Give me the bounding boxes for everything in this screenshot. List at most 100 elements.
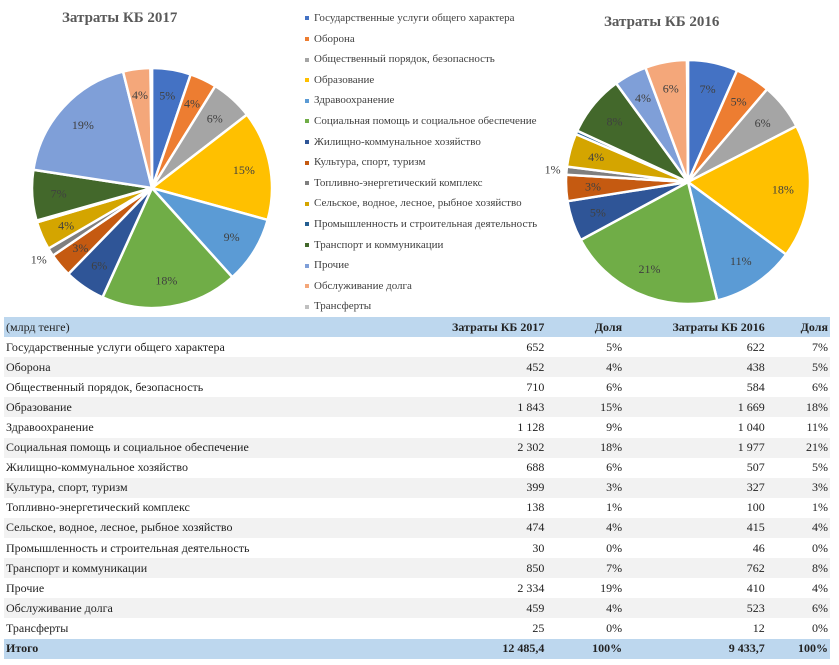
data-label: 7%: [700, 82, 716, 96]
table-row: Топливно-энергетический комплекс 138 1% 100…: [4, 498, 830, 518]
pie-slice: [685, 58, 690, 183]
cell: 399: [413, 477, 547, 498]
legend-label: Прочие: [314, 259, 349, 272]
legend-marker: [305, 57, 309, 62]
legend-item: Государственные услуги общего характера: [305, 10, 537, 31]
data-label: 4%: [588, 150, 604, 164]
cell: 12 485,4: [413, 638, 547, 659]
pie-slice: [685, 178, 788, 302]
table-row: Образование 1 843 15% 1 669 18%: [4, 397, 830, 418]
table-row: Культура, спорт, туризм 399 3% 327 3%: [4, 477, 830, 498]
cell: 100%: [546, 638, 625, 659]
cell: 46: [752, 540, 765, 555]
cell: 6%: [812, 379, 828, 394]
table-row: Оборона 452 4% 438 5%: [4, 357, 830, 378]
row-label: Жилищно-коммунальное хозяйство: [6, 460, 189, 475]
table-row: Здравоохранение 1 128 9% 1 040 11%: [4, 417, 830, 437]
row-label: Общественный порядок, безопасность: [6, 379, 204, 394]
cell: Доля: [546, 317, 625, 338]
data-label: 6%: [91, 258, 107, 272]
legend-marker: [305, 181, 309, 186]
row-label: Обслуживание долга: [4, 598, 414, 619]
cell: 1 977: [624, 437, 767, 458]
cell: 1%: [606, 500, 623, 515]
data-label: 1%: [545, 162, 561, 176]
data-label: 9%: [224, 230, 240, 244]
table-row: Промышленность и строительная деятельнос…: [4, 538, 830, 558]
row-label: Прочие: [6, 580, 45, 595]
table-row: Сельское, водное, лесное, рыбное хозяйст…: [4, 517, 830, 539]
row-label: Промышленность и строительная деятельнос…: [6, 540, 250, 555]
data-label: 4%: [635, 91, 651, 105]
data-label: 5%: [590, 206, 606, 220]
legend-item: Оборона: [305, 31, 537, 52]
cell: 1%: [812, 500, 828, 515]
data-label: 6%: [755, 116, 771, 130]
legend: Государственные услуги общего характера О…: [305, 10, 537, 319]
cell: 3%: [766, 477, 830, 498]
cell: 7%: [546, 558, 625, 579]
cell: 3%: [546, 477, 625, 498]
cell: 652: [526, 339, 545, 354]
data-label: 5%: [159, 89, 175, 103]
data-label: 18%: [155, 273, 177, 287]
table-row: Прочие 2 334 19% 410 4%: [4, 578, 830, 598]
legend-marker: [305, 78, 309, 83]
pie-slice: [578, 180, 719, 306]
legend-label: Жилищно-коммунальное хозяйство: [314, 135, 481, 148]
cell: 4%: [766, 517, 830, 539]
cell: 4%: [546, 357, 625, 378]
chart-title-2017: Затраты КБ 2017: [62, 10, 178, 26]
cell: 4%: [546, 598, 625, 619]
legend-marker: [305, 160, 309, 165]
legend-label: Культура, спорт, туризм: [314, 156, 426, 169]
cell: 6%: [606, 460, 623, 475]
legend-label: Транспорт и коммуникации: [314, 238, 444, 251]
legend-item: Социальная помощь и социальное обеспечен…: [305, 113, 537, 134]
row-label: Транспорт и коммуникации: [4, 558, 414, 579]
cell: 1 128: [517, 420, 545, 435]
table-row: Жилищно-коммунальное хозяйство 688 6% 507 5%: [4, 458, 830, 478]
legend-marker: [305, 263, 309, 268]
cell: 1 040: [737, 420, 765, 435]
pie-chart-2017: 5%4%6%15%9%18%6%3%1%4%7%19%4%: [31, 66, 274, 310]
table-row: Итого 12 485,4 100% 9 433,7 100%: [4, 638, 830, 659]
cell: 12: [752, 620, 765, 635]
cell: 0%: [812, 620, 828, 635]
row-label: Сельское, водное, лесное, рыбное хозяйст…: [4, 517, 414, 539]
legend-label: Образование: [314, 73, 375, 86]
cell: 19%: [600, 580, 623, 595]
table-row: Обслуживание долга 459 4% 523 6%: [4, 598, 830, 619]
cell: 8%: [766, 558, 830, 579]
legend-item: Сельское, водное, лесное, рыбное хозяйст…: [305, 195, 537, 216]
row-label: Культура, спорт, туризм: [4, 477, 414, 498]
cell: 688: [526, 460, 545, 475]
cell: 474: [413, 517, 547, 539]
row-label: (млрд тенге): [4, 317, 414, 338]
cell: 0%: [812, 540, 828, 555]
table-row: Социальная помощь и социальное обеспечен…: [4, 437, 830, 458]
cell: 21%: [766, 437, 830, 458]
cell: Затраты КБ 2016: [624, 317, 767, 338]
data-label: 21%: [638, 262, 660, 276]
cell: 7%: [812, 339, 828, 354]
legend-item: Общественный порядок, безопасность: [305, 51, 537, 72]
legend-item: Здравоохранение: [305, 92, 537, 113]
legend-label: Общественный порядок, безопасность: [314, 53, 495, 66]
cell: 5%: [812, 460, 828, 475]
cell: 9 433,7: [624, 638, 767, 659]
cell: 415: [624, 517, 767, 539]
data-table: (млрд тенге) Затраты КБ 2017 Доля Затраты К…: [4, 317, 830, 659]
cell: 5%: [606, 339, 623, 354]
row-label: Итого: [4, 638, 414, 659]
cell: 4%: [812, 580, 828, 595]
data-label: 11%: [730, 254, 752, 268]
cell: 9%: [606, 420, 623, 435]
legend-marker: [305, 16, 309, 21]
table-row: (млрд тенге) Затраты КБ 2017 Доля Затраты К…: [4, 317, 830, 338]
cell: 138: [526, 500, 545, 515]
cell: 2 302: [413, 437, 547, 458]
cell: 410: [746, 580, 765, 595]
legend-label: Топливно-энергетический комплекс: [314, 176, 483, 189]
legend-marker: [305, 284, 309, 289]
